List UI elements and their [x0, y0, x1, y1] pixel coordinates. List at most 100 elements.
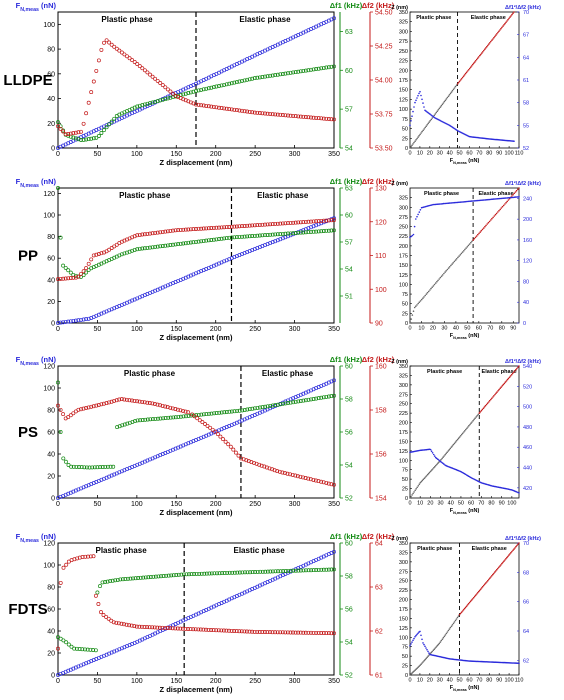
series-red-4: [93, 593, 336, 636]
data-point: [332, 117, 336, 122]
data-point: [232, 570, 237, 575]
data-point: [76, 137, 81, 142]
y-left-axis-title: FN,meas (nN): [16, 1, 57, 13]
data-point: [423, 643, 425, 646]
y-right-axis-title: Δf1²/Δf2 (kHz): [505, 4, 541, 11]
data-point: [457, 256, 459, 259]
data-point: [204, 226, 209, 231]
data-point: [68, 276, 73, 280]
data-point: [142, 68, 147, 73]
data-point: [506, 197, 509, 199]
data-point: [156, 416, 160, 421]
y-right2-axis-title: Δf2 (kHz): [362, 355, 395, 364]
data-point: [100, 580, 105, 585]
data-point: [270, 222, 275, 227]
data-point: [137, 232, 142, 237]
y-right-tick-label: 66: [523, 600, 529, 606]
data-point: [196, 627, 201, 632]
data-point: [171, 573, 176, 578]
data-point: [288, 400, 293, 405]
data-point: [485, 47, 487, 49]
data-point: [466, 200, 468, 203]
data-point: [270, 569, 275, 574]
data-point: [286, 568, 291, 573]
data-point: [124, 622, 129, 627]
data-point: [255, 223, 260, 228]
data-point: [268, 569, 273, 574]
data-point: [288, 630, 293, 635]
data-point: [112, 398, 117, 403]
data-point: [260, 75, 265, 79]
data-point: [498, 30, 500, 33]
data-point: [426, 291, 429, 294]
data-point: [489, 198, 491, 201]
data-point: [119, 397, 124, 402]
x-tick-label: 20: [430, 326, 436, 332]
data-point: [260, 111, 265, 116]
data-point: [488, 399, 491, 402]
x-tick-label: 90: [496, 151, 502, 157]
data-point: [515, 368, 517, 371]
data-point: [260, 222, 265, 227]
data-point: [84, 137, 89, 142]
data-point: [435, 646, 438, 648]
data-point: [434, 465, 436, 468]
data-point: [329, 394, 334, 399]
data-point: [240, 78, 244, 83]
data-point: [206, 627, 211, 632]
plastic-phase-label: Plastic phase: [124, 369, 176, 378]
data-point: [462, 75, 465, 77]
data-point: [145, 101, 150, 106]
data-point: [275, 402, 280, 407]
data-point: [499, 208, 502, 211]
y-left-tick-label: 25: [402, 664, 408, 670]
data-point: [242, 78, 247, 83]
data-point: [95, 590, 100, 595]
data-point: [478, 589, 481, 592]
data-point: [76, 407, 81, 412]
data-point: [448, 202, 451, 204]
data-point: [174, 573, 179, 577]
data-point: [163, 404, 168, 409]
x-axis-title: Z displacement (nm): [160, 508, 233, 517]
data-point: [455, 84, 458, 86]
x-tick-label: 20: [427, 151, 433, 157]
data-point: [273, 630, 278, 635]
data-point: [211, 628, 216, 633]
data-point: [417, 94, 419, 97]
x-tick-label: 100: [504, 151, 513, 157]
data-point: [445, 202, 447, 205]
data-point: [319, 218, 324, 223]
data-point: [417, 136, 419, 138]
data-point: [502, 383, 505, 386]
data-point: [265, 74, 270, 79]
data-point: [495, 198, 497, 200]
data-point: [504, 203, 506, 205]
data-point: [237, 570, 242, 575]
data-point: [449, 626, 452, 629]
data-point: [490, 219, 492, 221]
data-point: [145, 625, 150, 630]
data-point: [142, 232, 147, 237]
data-point: [130, 398, 134, 403]
data-point: [203, 422, 207, 426]
data-point: [481, 408, 484, 411]
data-point: [176, 93, 181, 98]
data-point: [447, 450, 450, 452]
data-point: [409, 147, 411, 149]
data-point: [245, 407, 250, 412]
data-point: [498, 388, 500, 391]
data-point: [250, 629, 255, 634]
data-point: [137, 624, 142, 629]
y-right-tick-label: 52: [523, 146, 529, 152]
data-point: [296, 220, 301, 225]
data-point: [410, 495, 412, 498]
data-point: [463, 74, 466, 76]
data-point: [486, 198, 489, 201]
data-point: [257, 111, 262, 115]
data-point: [426, 124, 429, 126]
data-point: [259, 463, 264, 468]
data-point: [419, 630, 421, 633]
data-point: [435, 464, 437, 467]
